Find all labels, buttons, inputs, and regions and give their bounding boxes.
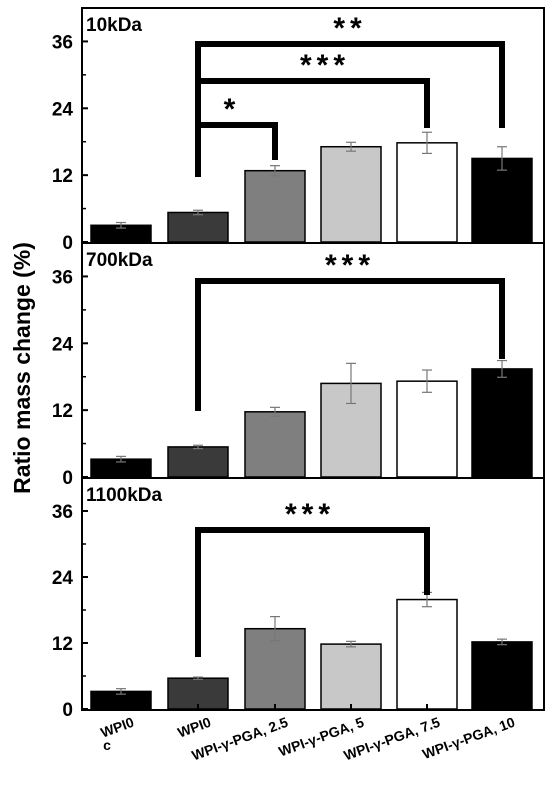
- y-tick-label: 12: [52, 634, 73, 655]
- significance-label: **: [333, 12, 366, 45]
- panel-frame: [81, 477, 545, 711]
- bar-5: [471, 641, 533, 710]
- panel-1100kDa: 0 12 24 36 1100kDa ***: [52, 477, 545, 721]
- y-tick-label: 12: [52, 166, 73, 187]
- significance-bracket: [195, 278, 505, 411]
- y-axis-label: Ratio mass change (%): [9, 242, 35, 494]
- bar-4: [396, 142, 458, 243]
- category-label: WPI0: [175, 714, 213, 741]
- y-tick-label: 36: [52, 267, 73, 288]
- bar-2: [244, 169, 306, 243]
- bar-4: [396, 380, 458, 478]
- y-tick-label: 36: [52, 32, 73, 53]
- significance-bracket: [195, 122, 278, 177]
- bar-3: [320, 643, 382, 710]
- panel-label: 700kDa: [86, 250, 153, 271]
- bar-2: [244, 411, 306, 478]
- y-tick-label: 36: [52, 502, 73, 523]
- bar-1: [167, 211, 229, 243]
- bar-4: [396, 598, 458, 710]
- panel-label: 1100kDa: [86, 485, 163, 506]
- panel-700kDa: 0 12 24 36 700kDa ***: [52, 242, 545, 489]
- y-tick-label: 24: [52, 99, 74, 120]
- significance-bracket: [195, 527, 430, 657]
- significance-label: ***: [300, 49, 350, 82]
- category-label-sub: c: [103, 737, 111, 753]
- y-tick-label: 0: [62, 233, 73, 254]
- y-tick-label: 0: [62, 468, 73, 489]
- panel-label: 10kDa: [86, 15, 142, 36]
- y-tick-label: 24: [52, 568, 74, 589]
- significance-bracket: [195, 41, 505, 177]
- bar-5: [471, 368, 533, 478]
- y-tick-label: 24: [52, 334, 74, 355]
- significance-label: ***: [325, 249, 375, 282]
- significance-label: ***: [285, 498, 335, 531]
- y-tick-label: 0: [62, 700, 73, 721]
- y-tick-label: 12: [52, 401, 73, 422]
- bar-5: [471, 157, 533, 243]
- bar-3: [320, 145, 382, 243]
- significance-label: *: [224, 93, 241, 126]
- bar-1: [167, 446, 229, 478]
